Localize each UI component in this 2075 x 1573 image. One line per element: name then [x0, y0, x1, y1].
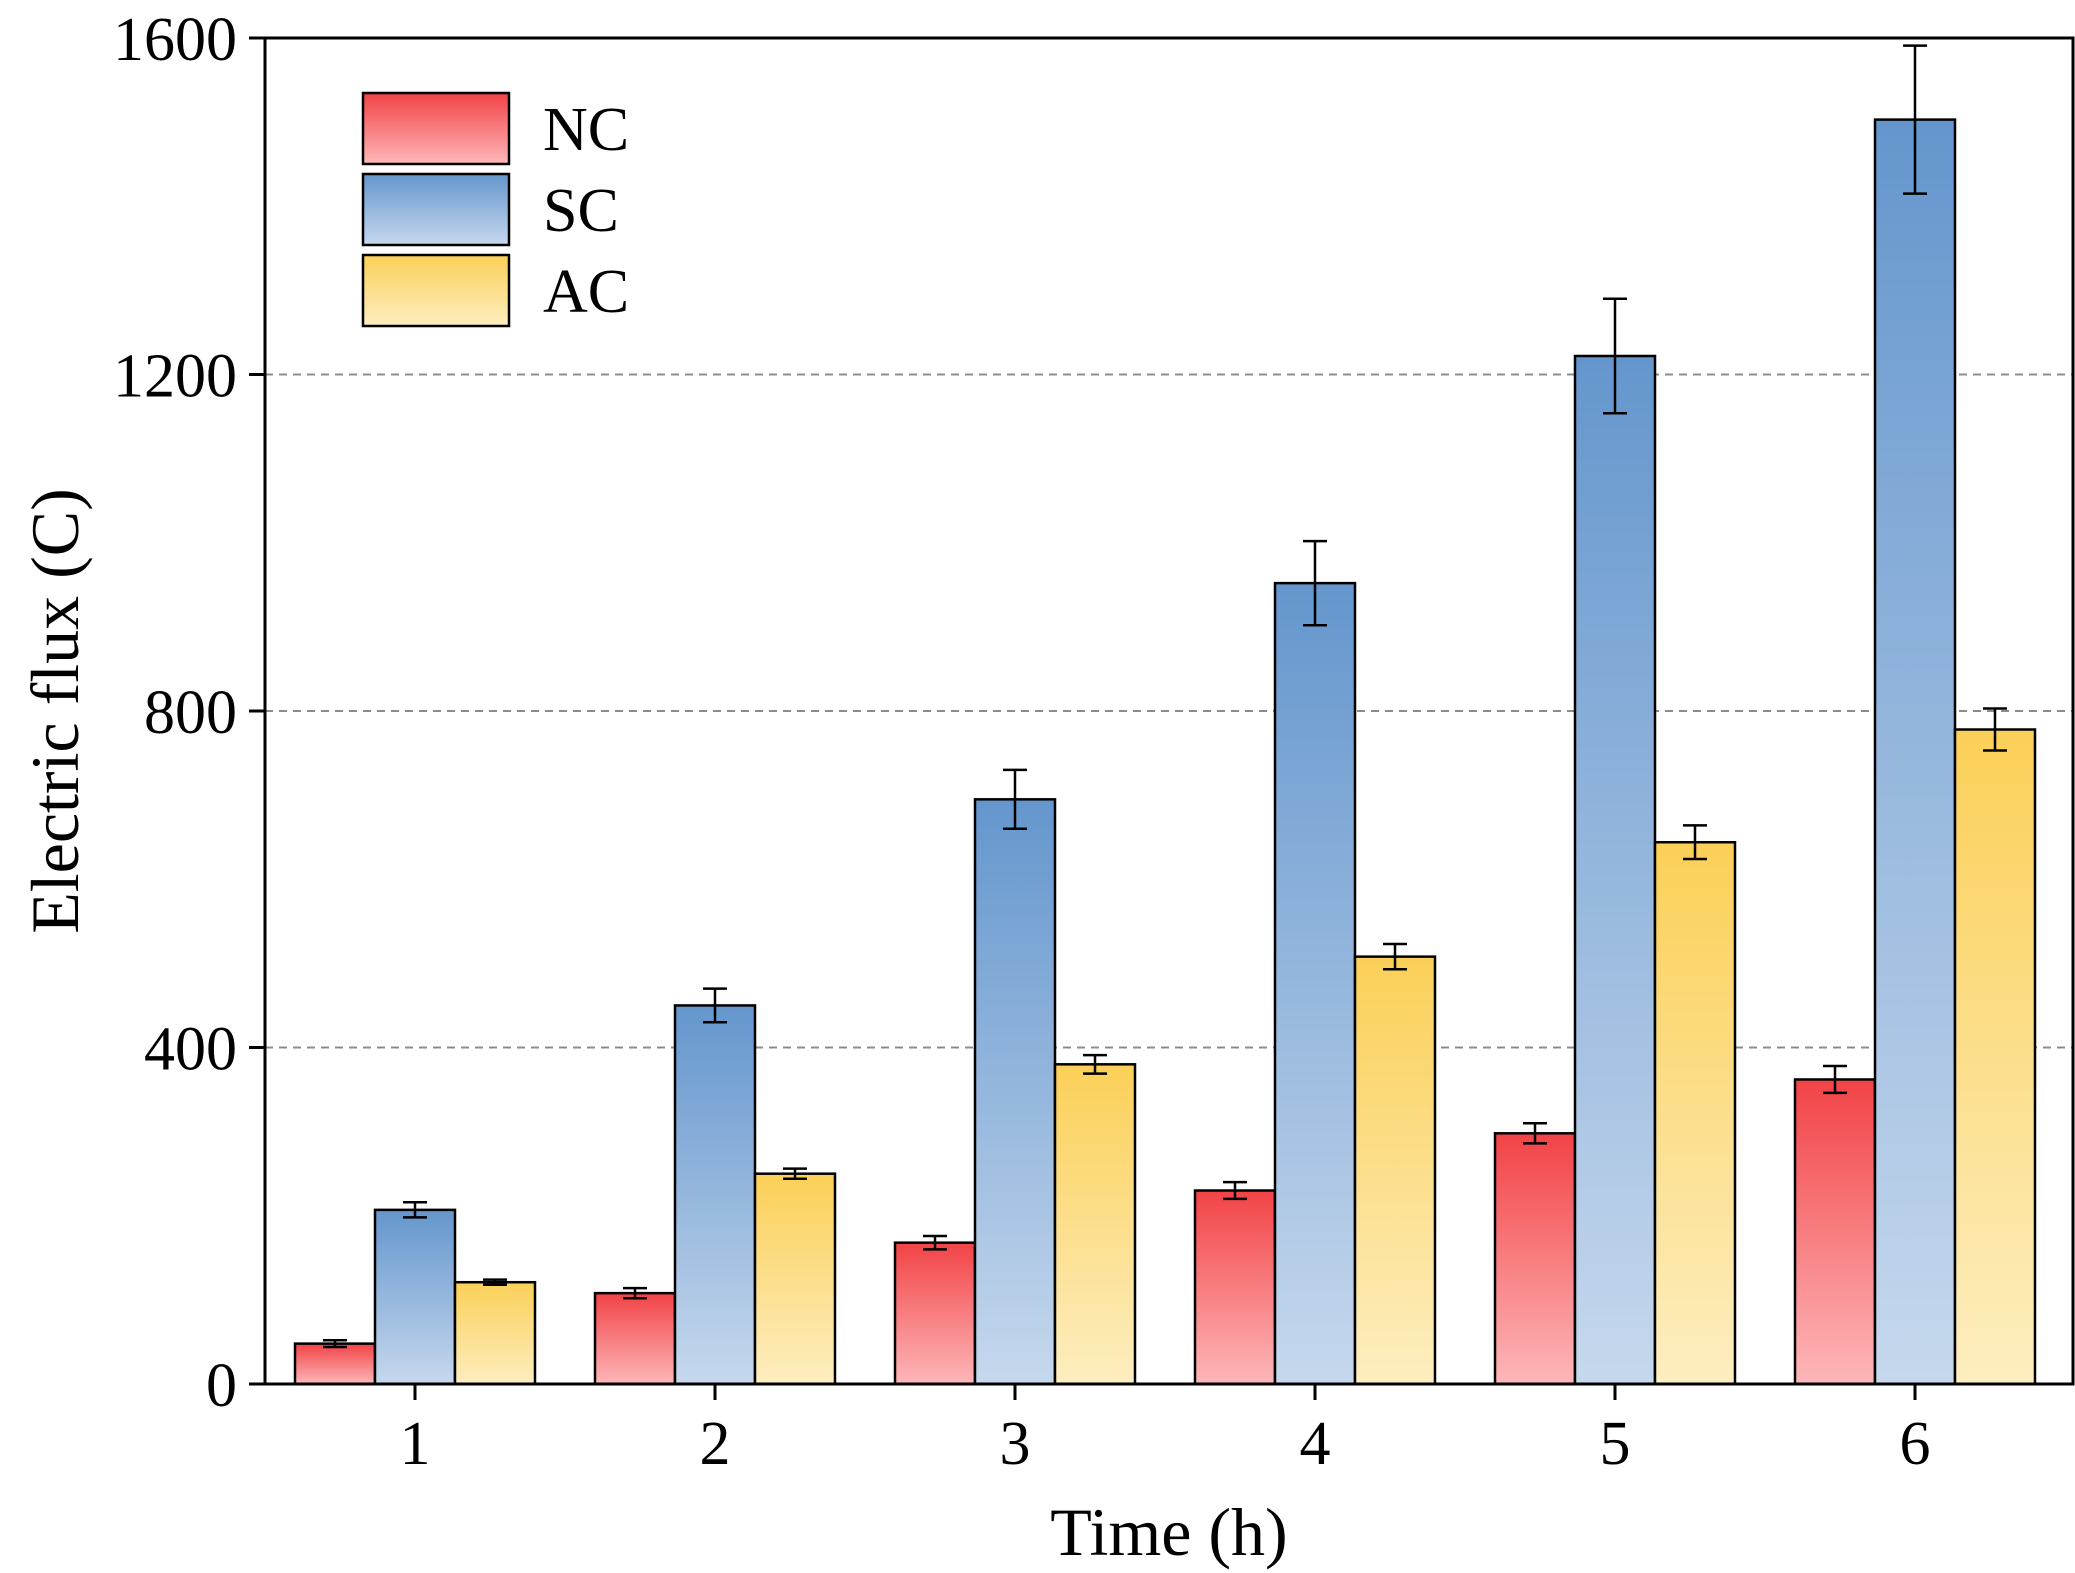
- bar-AC-5: [1653, 840, 1737, 1386]
- x-axis-ticks: 1 2 3 4 5 6: [400, 1384, 1931, 1478]
- error-bar-SC-5: [1603, 297, 1627, 415]
- gridlines: [265, 373, 2073, 1049]
- y-tick-label-0: 0: [206, 1352, 237, 1420]
- error-bar-NC-1: [323, 1339, 347, 1349]
- error-bar-NC-5: [1523, 1121, 1547, 1145]
- x-tick-label-5: 5: [1600, 1410, 1631, 1478]
- x-tick-label-3: 3: [1000, 1410, 1031, 1478]
- bar-NC-3: [893, 1241, 977, 1386]
- error-bar-AC-6: [1983, 707, 2007, 752]
- error-bars: [323, 44, 2007, 1349]
- legend-label-SC: SC: [543, 177, 619, 245]
- bar-NC-1: [293, 1342, 377, 1386]
- legend-label-AC: AC: [543, 258, 629, 326]
- bar-SC-6: [1873, 118, 1957, 1386]
- bar-NC-6: [1793, 1078, 1877, 1386]
- error-bar-SC-3: [1003, 768, 1027, 831]
- y-tick-label-1600: 1600: [113, 6, 237, 74]
- x-axis-title: Time (h): [1050, 1494, 1287, 1570]
- legend-swatch-NC: [361, 91, 511, 166]
- legend-swatch-AC: [361, 253, 511, 328]
- x-tick-label-4: 4: [1300, 1410, 1331, 1478]
- x-tick-label-6: 6: [1900, 1410, 1931, 1478]
- bar-AC-4: [1353, 955, 1437, 1386]
- legend-item-NC: NC: [361, 91, 629, 166]
- x-tick-label-1: 1: [400, 1410, 431, 1478]
- error-bar-NC-6: [1823, 1064, 1847, 1095]
- bar-SC-5: [1573, 354, 1657, 1386]
- bar-AC-2: [753, 1172, 837, 1386]
- bar-NC-4: [1193, 1189, 1277, 1386]
- error-bar-SC-2: [703, 987, 727, 1024]
- x-tick-label-2: 2: [700, 1410, 731, 1478]
- y-axis-title: Electric flux (C): [17, 488, 93, 934]
- error-bar-NC-3: [923, 1234, 947, 1251]
- bar-SC-4: [1273, 581, 1357, 1386]
- error-bar-SC-4: [1303, 539, 1327, 627]
- error-bar-AC-4: [1383, 942, 1407, 971]
- legend: NC SC AC: [361, 91, 629, 328]
- bar-AC-3: [1053, 1063, 1137, 1386]
- bar-AC-1: [453, 1280, 537, 1386]
- bar-NC-2: [593, 1291, 677, 1386]
- error-bar-SC-1: [403, 1201, 427, 1219]
- bars: [293, 118, 2037, 1386]
- error-bar-NC-2: [623, 1286, 647, 1300]
- error-bar-AC-3: [1083, 1053, 1107, 1075]
- y-axis-ticks: 0 400 800 1200 1600: [113, 6, 265, 1420]
- y-tick-label-800: 800: [144, 679, 237, 747]
- error-bar-AC-2: [783, 1167, 807, 1180]
- bar-AC-6: [1953, 728, 2037, 1386]
- legend-item-SC: SC: [361, 172, 619, 247]
- error-bar-AC-1: [483, 1278, 507, 1286]
- bar-SC-2: [673, 1004, 757, 1386]
- bar-NC-5: [1493, 1132, 1577, 1386]
- error-bar-SC-6: [1903, 44, 1927, 195]
- legend-item-AC: AC: [361, 253, 629, 328]
- error-bar-NC-4: [1223, 1180, 1247, 1201]
- y-tick-label-1200: 1200: [113, 343, 237, 411]
- error-bar-AC-5: [1683, 824, 1707, 861]
- legend-label-NC: NC: [543, 96, 629, 164]
- y-tick-label-400: 400: [144, 1016, 237, 1084]
- legend-swatch-SC: [361, 172, 511, 247]
- bar-SC-3: [973, 798, 1057, 1386]
- bar-SC-1: [373, 1208, 457, 1386]
